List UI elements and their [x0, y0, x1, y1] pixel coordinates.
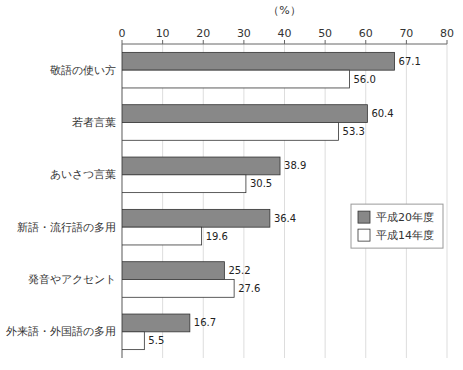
- grid-line: [122, 44, 123, 358]
- tick-label: 20: [196, 27, 210, 40]
- data-label: 67.1: [399, 56, 421, 67]
- data-label: 36.4: [274, 213, 296, 224]
- bar: [122, 280, 234, 298]
- y-axis: 敬語の使い方若者言葉あいさつ言葉新語・流行語の多用発音やアクセント外来語・外国語…: [6, 44, 122, 358]
- tick-label: 30: [237, 27, 251, 40]
- data-label: 25.2: [228, 265, 250, 276]
- bars: [122, 52, 395, 349]
- tick: [325, 40, 326, 44]
- axis-line: [122, 44, 447, 45]
- legend: 平成20年度平成14年度: [351, 204, 443, 248]
- category-label: 敬語の使い方: [50, 64, 116, 77]
- bar: [122, 70, 350, 88]
- grid: [122, 44, 447, 358]
- tick-label: 0: [119, 27, 126, 40]
- category-label: 発音やアクセント: [28, 273, 116, 286]
- data-label: 5.5: [148, 335, 164, 346]
- category-label: 若者言葉: [72, 116, 116, 129]
- tick: [406, 40, 407, 44]
- tick: [122, 40, 123, 44]
- bar: [122, 123, 339, 141]
- bar: [122, 52, 395, 70]
- category-label: 新語・流行語の多用: [17, 221, 116, 234]
- legend-swatch: [358, 229, 370, 241]
- grid-line: [365, 44, 366, 358]
- axis-line: [122, 44, 123, 358]
- grid-line: [162, 44, 163, 358]
- data-labels: 67.1 60.4 38.9 36.4 25.2 16.7 56.0 53.3 30.5 19.6…: [148, 56, 421, 346]
- tick: [365, 40, 366, 44]
- chart: 0 10 20 30 40 50 60 70 80 （%） 敬語の使い方若者言葉あいさつ言葉新語・流…: [0, 0, 463, 370]
- legend-swatch: [358, 211, 370, 223]
- data-label: 27.6: [238, 283, 260, 294]
- tick-label: 10: [156, 27, 170, 40]
- tick: [243, 40, 244, 44]
- tick: [284, 40, 285, 44]
- data-label: 16.7: [194, 317, 216, 328]
- tick: [203, 40, 204, 44]
- grid-line: [447, 44, 448, 358]
- tick-label: 80: [440, 27, 454, 40]
- bar: [122, 105, 367, 123]
- bar: [122, 175, 246, 193]
- tick: [447, 40, 448, 44]
- legend-label: 平成14年度: [376, 229, 434, 242]
- category-label: あいさつ言葉: [50, 168, 116, 181]
- bar: [122, 332, 144, 350]
- tick-label: 60: [359, 27, 373, 40]
- axis-label: （%）: [268, 4, 300, 17]
- grid-line: [243, 44, 244, 358]
- data-label: 53.3: [343, 126, 365, 137]
- grid-line: [406, 44, 407, 358]
- grid-line: [325, 44, 326, 358]
- x-axis: 0 10 20 30 40 50 60 70 80 （%）: [119, 4, 455, 44]
- data-label: 30.5: [250, 178, 272, 189]
- bar: [122, 209, 270, 227]
- legend-label: 平成20年度: [376, 211, 434, 224]
- bar: [122, 157, 280, 175]
- data-label: 38.9: [284, 160, 306, 171]
- category-label: 外来語・外国語の多用: [6, 325, 116, 338]
- bar: [122, 314, 190, 332]
- tick-label: 70: [399, 27, 413, 40]
- legend-box: [351, 204, 443, 248]
- bar: [122, 227, 202, 245]
- grid-line: [203, 44, 204, 358]
- tick-label: 50: [318, 27, 332, 40]
- tick-label: 40: [278, 27, 292, 40]
- data-label: 19.6: [206, 231, 228, 242]
- tick: [162, 40, 163, 44]
- grid-line: [284, 44, 285, 358]
- data-label: 60.4: [371, 108, 393, 119]
- bar: [122, 262, 224, 280]
- data-label: 56.0: [354, 74, 376, 85]
